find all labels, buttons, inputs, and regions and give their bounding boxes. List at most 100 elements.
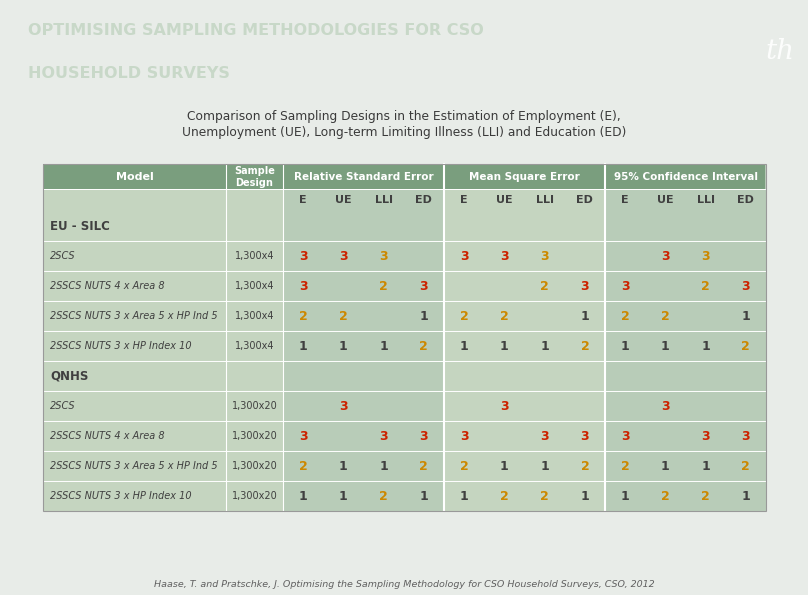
Text: 1: 1	[701, 340, 710, 353]
Text: 1: 1	[419, 490, 428, 503]
Text: 1,300x20: 1,300x20	[232, 402, 277, 411]
Text: 1: 1	[500, 340, 509, 353]
Text: E: E	[461, 195, 468, 205]
Text: 2: 2	[299, 460, 308, 473]
Text: 1: 1	[460, 490, 469, 503]
Text: 3: 3	[581, 430, 589, 443]
Text: 3: 3	[419, 430, 428, 443]
Text: QNHS: QNHS	[50, 370, 88, 383]
Text: 2: 2	[419, 340, 428, 353]
Text: 2: 2	[379, 280, 388, 293]
Text: 2: 2	[460, 460, 469, 473]
Text: 2: 2	[580, 340, 589, 353]
Text: LLI: LLI	[536, 195, 553, 205]
Text: 3: 3	[339, 250, 347, 263]
Text: ED: ED	[738, 195, 755, 205]
Text: 2: 2	[419, 460, 428, 473]
Bar	[43, 164, 283, 189]
Text: Relative Standard Error: Relative Standard Error	[293, 172, 433, 182]
Text: 1,300x4: 1,300x4	[235, 342, 274, 351]
Text: 2SSCS NUTS 3 x HP Index 10: 2SSCS NUTS 3 x HP Index 10	[50, 342, 191, 351]
Text: 1: 1	[742, 490, 751, 503]
Text: 3: 3	[701, 430, 710, 443]
Text: 2: 2	[701, 490, 710, 503]
Text: 3: 3	[339, 400, 347, 413]
Text: 1: 1	[379, 460, 388, 473]
Text: 1: 1	[701, 460, 710, 473]
Text: 1: 1	[621, 340, 629, 353]
Text: 2: 2	[742, 340, 751, 353]
Text: 3: 3	[742, 430, 750, 443]
Text: 3: 3	[621, 430, 629, 443]
Text: 3: 3	[500, 400, 509, 413]
Text: HOUSEHOLD SURVEYS: HOUSEHOLD SURVEYS	[28, 66, 230, 81]
Text: 2SSCS NUTS 3 x HP Index 10: 2SSCS NUTS 3 x HP Index 10	[50, 491, 191, 502]
Text: Mean Square Error: Mean Square Error	[469, 172, 580, 182]
Text: 1,300x4: 1,300x4	[235, 311, 274, 321]
Text: Model: Model	[116, 172, 154, 182]
Text: 3: 3	[299, 280, 307, 293]
Text: UE: UE	[657, 195, 674, 205]
Text: 1: 1	[299, 340, 308, 353]
Text: 1: 1	[339, 460, 347, 473]
Bar	[43, 164, 283, 511]
Text: 2: 2	[379, 490, 388, 503]
Text: 2: 2	[621, 460, 629, 473]
Text: 1: 1	[339, 490, 347, 503]
Text: 3: 3	[621, 280, 629, 293]
Text: 3: 3	[541, 250, 549, 263]
Text: 2: 2	[701, 280, 710, 293]
Text: 2: 2	[541, 280, 549, 293]
Text: LLI: LLI	[696, 195, 714, 205]
Text: 1: 1	[460, 340, 469, 353]
Text: 3: 3	[661, 400, 670, 413]
Bar	[605, 164, 766, 511]
Text: 1: 1	[661, 460, 670, 473]
Text: 2SSCS NUTS 4 x Area 8: 2SSCS NUTS 4 x Area 8	[50, 281, 165, 292]
Text: Haase, T. and Pratschke, J. Optimising the Sampling Methodology for CSO Househol: Haase, T. and Pratschke, J. Optimising t…	[154, 580, 654, 589]
Text: 2SCS: 2SCS	[50, 402, 76, 411]
Text: 1: 1	[580, 310, 589, 323]
Bar	[284, 164, 443, 189]
Text: 1: 1	[742, 310, 751, 323]
Text: 2: 2	[299, 310, 308, 323]
Text: 3: 3	[299, 250, 307, 263]
Text: 2: 2	[541, 490, 549, 503]
Bar	[43, 164, 766, 511]
Text: 2SCS: 2SCS	[50, 251, 76, 261]
Text: 95% Confidence Interval: 95% Confidence Interval	[613, 172, 758, 182]
Text: 1: 1	[339, 340, 347, 353]
Text: 3: 3	[742, 280, 750, 293]
Text: 3: 3	[541, 430, 549, 443]
Text: 2SSCS NUTS 3 x Area 5 x HP Ind 5: 2SSCS NUTS 3 x Area 5 x HP Ind 5	[50, 461, 217, 471]
Text: Sample
Design: Sample Design	[234, 166, 275, 187]
Bar	[283, 164, 444, 511]
Text: 2: 2	[742, 460, 751, 473]
Text: 2SSCS NUTS 3 x Area 5 x HP Ind 5: 2SSCS NUTS 3 x Area 5 x HP Ind 5	[50, 311, 217, 321]
Text: 2: 2	[500, 490, 509, 503]
Text: Unemployment (UE), Long-term Limiting Illness (LLI) and Education (ED): Unemployment (UE), Long-term Limiting Il…	[182, 126, 626, 139]
Text: ED: ED	[576, 195, 593, 205]
Bar	[444, 164, 605, 511]
Text: Comparison of Sampling Designs in the Estimation of Employment (E),: Comparison of Sampling Designs in the Es…	[187, 110, 621, 123]
Text: 1: 1	[580, 490, 589, 503]
Text: 3: 3	[701, 250, 710, 263]
Text: 3: 3	[379, 430, 388, 443]
Text: 2: 2	[460, 310, 469, 323]
Text: E: E	[621, 195, 629, 205]
Text: 3: 3	[500, 250, 509, 263]
Text: 1,300x4: 1,300x4	[235, 281, 274, 292]
Text: 3: 3	[581, 280, 589, 293]
Text: 3: 3	[299, 430, 307, 443]
Text: 1: 1	[379, 340, 388, 353]
Text: 1: 1	[621, 490, 629, 503]
Text: 1: 1	[419, 310, 428, 323]
Text: 3: 3	[460, 430, 469, 443]
Text: 1: 1	[299, 490, 308, 503]
Text: 1,300x20: 1,300x20	[232, 491, 277, 502]
Text: 2: 2	[339, 310, 347, 323]
Text: 2: 2	[580, 460, 589, 473]
Text: 2: 2	[621, 310, 629, 323]
Text: th: th	[765, 37, 794, 65]
Text: 1: 1	[541, 340, 549, 353]
